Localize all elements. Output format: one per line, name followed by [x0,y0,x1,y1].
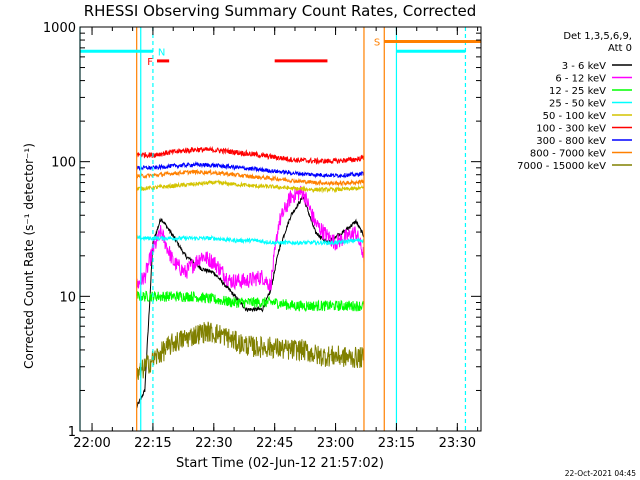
series-line-100-300-kev [136,145,365,166]
x-tick-label: 22:30 [195,436,232,451]
legend-label-3-6-kev: 3 - 6 keV [562,61,606,72]
legend-label-100-300-kev: 100 - 300 keV [536,124,606,135]
x-tick-label: 22:45 [256,436,293,451]
footer-date: 22-Oct-2021 04:45 [565,469,636,478]
x-tick-label: 23:00 [317,436,354,451]
y-axis-title: Corrected Count Rate (s⁻¹ detector⁻¹) [22,143,36,369]
y-tick-label: 1000 [43,21,76,36]
x-tick-label: 22:00 [73,436,110,451]
chart-legend: Det 1,3,5,6,9,Att 03 - 6 keV 6 - 12 keV12… [517,31,632,172]
x-tick-label: 22:15 [134,436,171,451]
legend-label-25-50-kev: 25 - 50 keV [549,99,606,110]
y-tick-label: 1 [68,425,76,440]
series-line-50-100-kev [136,179,365,194]
legend-label-300-800-kev: 300 - 800 keV [536,136,606,147]
flag-label-n: N [158,47,165,58]
y-tick-label: 10 [59,290,76,305]
flag-label-f: F [147,57,153,68]
x-axis-title: Start Time (02-Jun-12 21:57:02) [176,456,384,471]
flag-label-s: S [374,38,380,49]
series-line-6-12-kev [136,185,365,292]
legend-label-12-25-kev: 12 - 25 keV [549,86,606,97]
chart-title: RHESSI Observing Summary Count Rates, Co… [84,2,477,20]
legend-label-6-12-kev: 6 - 12 keV [555,74,606,85]
y-tick-label: 100 [51,156,76,171]
legend-header-line: Det 1,3,5,6,9, [563,31,632,42]
x-tick-label: 23:30 [439,436,476,451]
x-tick-label: 23:15 [378,436,415,451]
series-line-12-25-kev [136,290,365,313]
series-line-300-800-kev [136,160,365,179]
plot-frame [79,26,482,432]
legend-label-800-7000-kev: 800 - 7000 keV [530,149,606,160]
series-line-7000-15000-kev [136,321,365,380]
series-line-25-50-kev [136,234,365,246]
series-line-800-7000-kev [136,168,365,187]
legend-label-7000-15000-kev: 7000 - 15000 keV [517,161,606,172]
legend-label-50-100-kev: 50 - 100 keV [543,111,607,122]
legend-header-line: Att 0 [608,43,632,54]
